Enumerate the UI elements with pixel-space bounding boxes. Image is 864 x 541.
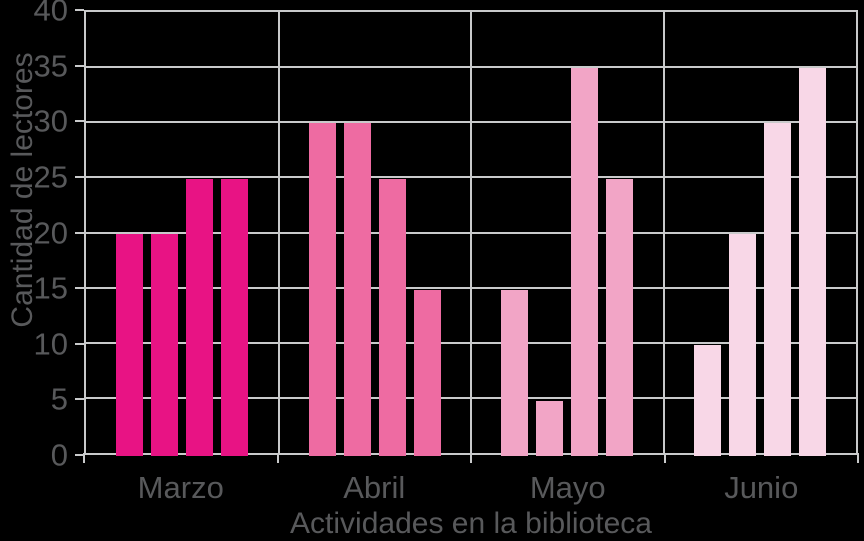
bar	[378, 178, 406, 456]
bar-group	[279, 12, 472, 456]
y-axis: 0 5 10 15 20 25 30 35 40	[0, 0, 84, 471]
bar	[116, 234, 144, 456]
bar	[343, 123, 371, 456]
bar	[186, 178, 214, 456]
bar	[571, 67, 599, 456]
bar	[151, 234, 179, 456]
x-axis-ticks	[83, 453, 859, 464]
y-tick-label: 10	[33, 326, 68, 362]
bar	[221, 178, 249, 456]
y-tick-label: 40	[33, 0, 68, 28]
y-tick-label: 35	[33, 48, 68, 84]
bar-group	[471, 12, 664, 456]
x-category-label: Abril	[343, 470, 406, 505]
y-tick-label: 30	[33, 103, 68, 139]
y-tick-mark	[75, 175, 84, 178]
bar	[693, 345, 721, 456]
x-axis-labels: Marzo Abril Mayo Junio	[84, 470, 858, 506]
y-tick-label: 0	[50, 437, 68, 473]
bar	[308, 123, 336, 456]
gridline-vertical	[470, 12, 472, 453]
x-category-label: Mayo	[529, 470, 606, 505]
bar-group	[86, 12, 279, 456]
y-tick-label: 25	[33, 159, 68, 195]
bar	[536, 400, 564, 456]
y-tick-mark	[75, 287, 84, 290]
bar	[501, 289, 529, 456]
x-tick-mark	[470, 453, 472, 463]
x-tick-mark	[663, 453, 666, 463]
y-tick-mark	[75, 64, 84, 67]
x-category-label: Marzo	[137, 470, 224, 505]
bar	[763, 123, 791, 456]
plot-area	[84, 10, 858, 456]
y-tick-mark	[75, 231, 84, 234]
bar	[606, 178, 634, 456]
gridline-vertical	[277, 12, 280, 453]
y-tick-mark	[75, 342, 84, 345]
gridline-vertical	[662, 12, 665, 453]
x-category-label: Junio	[724, 470, 799, 505]
bar-group	[664, 12, 857, 456]
y-tick-label: 20	[33, 215, 68, 250]
bar	[413, 289, 441, 456]
x-axis-title: Actividades en la biblioteca	[290, 507, 652, 540]
y-tick-mark	[75, 120, 84, 123]
y-tick-mark	[75, 454, 84, 456]
bar	[798, 67, 826, 456]
x-tick-mark	[276, 453, 279, 463]
bar	[728, 234, 756, 456]
y-tick-label: 5	[50, 381, 68, 417]
x-tick-mark	[83, 453, 85, 463]
y-tick-mark	[75, 398, 84, 401]
y-tick-label: 15	[33, 270, 68, 306]
y-tick-mark	[75, 9, 84, 11]
x-tick-mark	[857, 453, 859, 463]
